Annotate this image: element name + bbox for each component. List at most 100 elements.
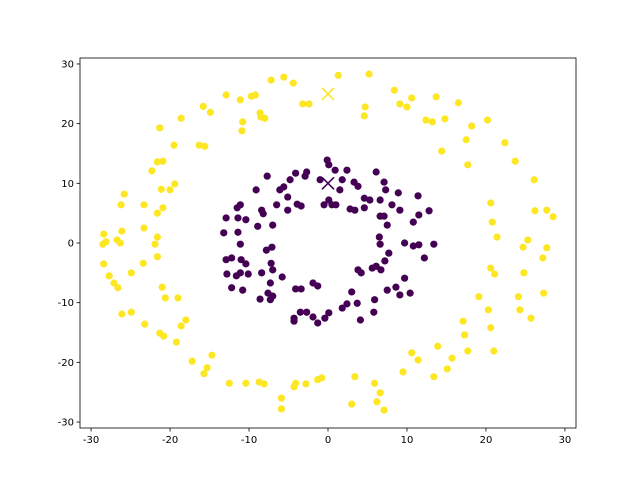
data-point xyxy=(177,322,185,330)
data-point xyxy=(172,338,180,346)
data-point xyxy=(284,206,292,214)
data-point xyxy=(408,94,416,102)
center-x-marker xyxy=(321,176,335,190)
data-point xyxy=(234,214,242,222)
data-point xyxy=(267,76,275,84)
data-point xyxy=(201,142,209,150)
data-point xyxy=(376,240,384,248)
data-point xyxy=(302,380,310,388)
data-point xyxy=(160,332,168,340)
data-point xyxy=(454,99,462,107)
data-point xyxy=(99,240,107,248)
data-point xyxy=(549,213,557,221)
data-point xyxy=(118,227,126,235)
center-markers xyxy=(321,87,335,190)
data-point xyxy=(233,204,241,212)
data-point xyxy=(269,266,277,274)
data-point xyxy=(225,379,233,387)
data-point xyxy=(277,405,286,413)
data-point xyxy=(314,282,322,290)
data-point xyxy=(443,365,451,373)
data-point xyxy=(487,199,495,207)
data-point xyxy=(140,201,148,209)
data-point xyxy=(151,240,159,248)
data-point xyxy=(366,196,374,204)
data-point xyxy=(166,186,174,194)
data-point xyxy=(158,283,166,291)
data-point xyxy=(356,316,364,324)
data-point xyxy=(351,373,359,381)
data-point xyxy=(256,295,264,303)
data-point xyxy=(483,116,492,124)
data-point xyxy=(157,185,165,193)
data-point xyxy=(484,306,492,314)
data-point xyxy=(286,176,294,184)
data-point xyxy=(401,274,409,282)
data-points xyxy=(99,70,557,414)
data-point xyxy=(360,194,368,202)
data-point xyxy=(223,270,231,278)
data-point xyxy=(360,204,368,212)
data-point xyxy=(208,351,216,359)
data-point xyxy=(488,218,496,226)
data-point xyxy=(320,201,328,209)
data-point xyxy=(127,308,135,316)
data-point xyxy=(409,218,417,226)
data-point xyxy=(361,103,369,111)
data-point xyxy=(309,313,317,321)
data-point xyxy=(396,100,404,108)
data-point xyxy=(200,370,208,378)
data-point xyxy=(368,264,376,272)
data-point xyxy=(222,256,230,264)
data-point xyxy=(468,122,476,130)
data-point xyxy=(170,141,178,149)
data-point xyxy=(331,166,339,174)
data-point xyxy=(511,157,519,165)
data-point xyxy=(114,284,122,292)
data-point xyxy=(519,243,527,251)
data-point xyxy=(373,398,381,406)
y-tick-label: 0 xyxy=(68,239,74,250)
data-point xyxy=(459,317,467,325)
data-point xyxy=(351,206,359,214)
data-point xyxy=(321,314,329,322)
data-point xyxy=(543,244,551,252)
data-point xyxy=(385,249,393,257)
data-point xyxy=(428,118,436,126)
data-point xyxy=(343,166,351,174)
data-point xyxy=(487,324,495,332)
x-tick-label: -30 xyxy=(83,435,99,446)
data-point xyxy=(100,260,108,268)
data-point xyxy=(354,182,362,190)
data-point xyxy=(153,253,162,261)
data-point xyxy=(381,257,389,265)
data-point xyxy=(406,289,414,297)
data-point xyxy=(262,246,270,254)
data-point xyxy=(524,236,532,244)
data-point xyxy=(325,161,333,169)
data-point xyxy=(297,202,305,210)
x-tick-label: -10 xyxy=(241,435,257,446)
data-point xyxy=(284,193,292,201)
data-point xyxy=(242,216,250,224)
data-point xyxy=(414,192,422,200)
data-point xyxy=(153,233,162,241)
data-point xyxy=(415,241,423,249)
x-tick-label: 30 xyxy=(559,435,572,446)
data-point xyxy=(113,236,121,244)
data-point xyxy=(105,272,113,280)
data-point xyxy=(289,79,297,87)
data-point xyxy=(461,331,469,339)
data-point xyxy=(377,266,385,274)
center-x-marker xyxy=(321,87,335,101)
data-point xyxy=(396,206,404,214)
data-point xyxy=(156,124,164,132)
data-point xyxy=(222,91,230,99)
data-point xyxy=(239,118,247,126)
data-point xyxy=(353,299,361,307)
y-tick-label: -30 xyxy=(58,418,74,429)
data-point xyxy=(527,314,535,322)
data-point xyxy=(314,319,322,327)
data-point xyxy=(301,172,309,180)
data-point xyxy=(269,221,277,229)
